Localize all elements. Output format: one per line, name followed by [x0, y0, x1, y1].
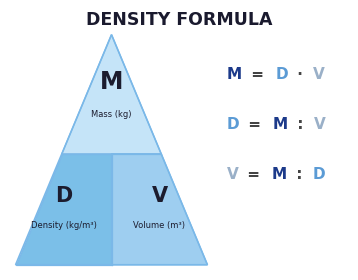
- Text: M: M: [273, 117, 288, 132]
- Polygon shape: [16, 154, 111, 265]
- Text: :: :: [292, 117, 309, 132]
- Text: DENSITY FORMULA: DENSITY FORMULA: [86, 11, 272, 29]
- Text: D: D: [276, 67, 289, 82]
- Text: V: V: [227, 167, 239, 182]
- Text: Density (kg/m³): Density (kg/m³): [31, 221, 97, 230]
- Text: V: V: [313, 67, 325, 82]
- Polygon shape: [62, 35, 161, 154]
- Text: V: V: [151, 186, 168, 206]
- Polygon shape: [111, 154, 207, 265]
- Text: Mass (kg): Mass (kg): [91, 110, 132, 119]
- Text: Volume (m³): Volume (m³): [134, 221, 185, 230]
- Text: =: =: [242, 167, 265, 182]
- Text: M: M: [272, 167, 287, 182]
- Text: :: :: [291, 167, 308, 182]
- Text: V: V: [314, 117, 325, 132]
- Text: M: M: [227, 67, 242, 82]
- Text: =: =: [243, 117, 266, 132]
- Text: D: D: [227, 117, 240, 132]
- Text: D: D: [313, 167, 325, 182]
- Text: ·: ·: [292, 67, 308, 82]
- Text: M: M: [100, 70, 123, 94]
- Text: D: D: [55, 186, 72, 206]
- Text: =: =: [246, 67, 270, 82]
